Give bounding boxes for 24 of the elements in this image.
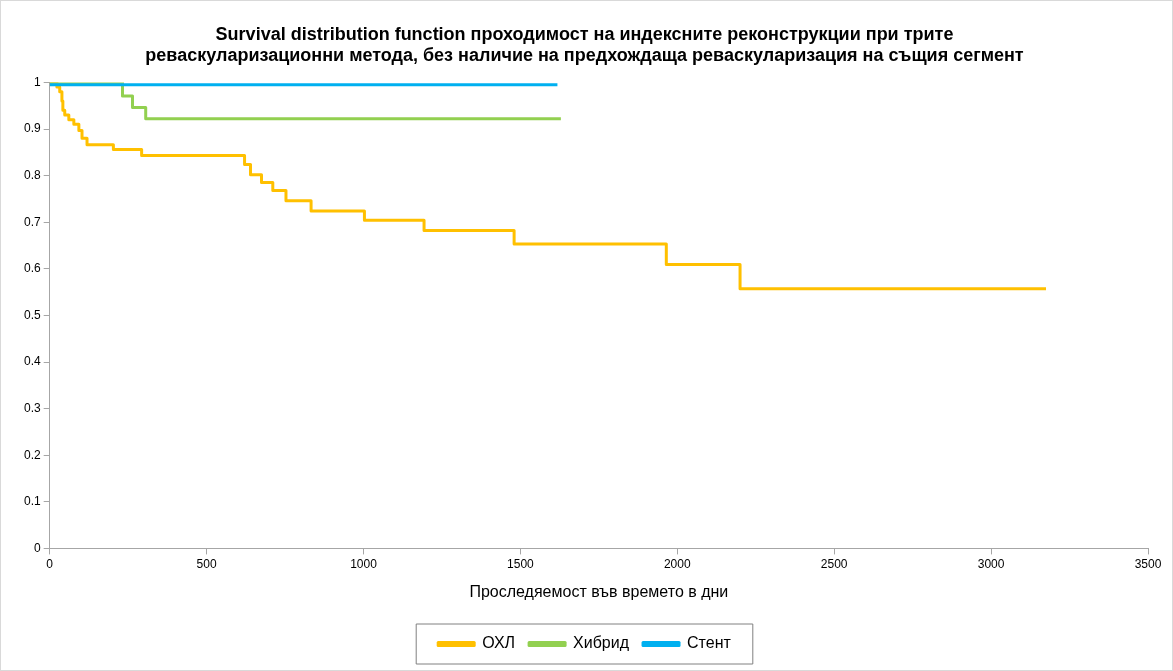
y-tick-label: 0.5 [23, 307, 41, 322]
x-tick-label: 1000 [350, 556, 378, 571]
y-tick-label: 0.6 [23, 261, 41, 276]
chart-title: Survival distribution function проходимост на индексните реконструкции при трите реваскуларизационни метода, без наличие на предхождаща реваскуларизация на същия сегмент [145, 24, 1024, 66]
y-tick-label: 0.7 [23, 214, 41, 229]
x-tick-label: 3000 [977, 556, 1005, 571]
x-tick-label: 2000 [663, 556, 691, 571]
y-tick-label: 0.9 [23, 121, 41, 136]
y-tick-label: 0.4 [23, 354, 41, 369]
x-tick-label: 3500 [1134, 556, 1162, 571]
x-axis-title: Проследяемост във времето в дни [469, 582, 729, 600]
legend-label: Стент [687, 634, 732, 652]
y-tick-label: 0.3 [23, 400, 41, 415]
legend-label: ОХЛ [482, 634, 516, 652]
x-tick-label: 2500 [820, 556, 848, 571]
x-tick-label: 500 [196, 556, 217, 571]
legend-label: Хибрид [573, 634, 630, 652]
y-tick-label: 0.8 [23, 167, 41, 182]
y-tick-label: 0.2 [23, 447, 41, 462]
x-tick-label: 0 [46, 556, 54, 571]
y-tick-label: 1 [33, 74, 41, 89]
y-tick-label: 0.1 [23, 494, 41, 509]
x-tick-label: 1500 [507, 556, 535, 571]
y-tick-label: 0 [33, 540, 41, 555]
